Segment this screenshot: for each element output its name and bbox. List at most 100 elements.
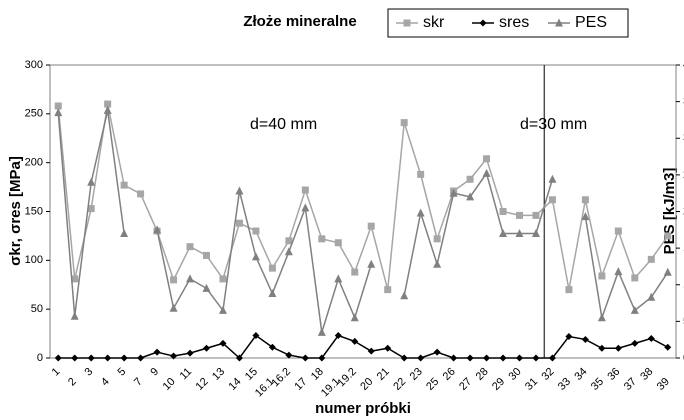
data-point <box>565 333 573 341</box>
data-point <box>87 205 95 213</box>
x-tick-label: 22 <box>391 376 408 393</box>
legend-label: skr <box>423 14 445 31</box>
legend-marker <box>403 19 411 27</box>
data-point <box>334 274 343 283</box>
data-point <box>202 283 211 292</box>
data-point <box>71 354 79 362</box>
data-point <box>384 286 392 294</box>
data-point <box>515 228 524 237</box>
data-point <box>516 211 523 219</box>
data-point <box>598 344 606 352</box>
x-tick-label: 13 <box>210 366 227 383</box>
y-tick-label: 0 <box>37 352 43 364</box>
data-point <box>235 219 243 227</box>
data-point <box>252 227 260 235</box>
data-point <box>548 354 556 362</box>
data-point <box>137 354 145 362</box>
data-point <box>532 354 540 362</box>
y-axis-label: σkr, σres [MPa] <box>7 156 24 266</box>
data-point <box>614 227 622 235</box>
data-point <box>186 243 194 251</box>
x-tick-label: 38 <box>638 366 655 383</box>
series-line <box>57 110 669 333</box>
data-point <box>630 305 639 314</box>
x-tick-label: 20 <box>358 376 375 393</box>
data-point <box>218 305 227 314</box>
x-tick-label: 12 <box>194 376 211 393</box>
data-point <box>186 274 195 283</box>
data-point <box>235 186 244 195</box>
x-tick-label: 18 <box>309 366 326 383</box>
x-tick-label: 32 <box>539 366 556 383</box>
x-tick-label: 27 <box>457 376 474 393</box>
data-point <box>137 190 145 198</box>
legend-marker <box>479 19 487 27</box>
data-point <box>466 192 475 201</box>
data-point <box>597 313 606 322</box>
data-point <box>647 334 655 342</box>
data-point <box>499 354 507 362</box>
data-point <box>614 267 623 276</box>
data-point <box>548 174 557 183</box>
data-point <box>104 354 112 362</box>
data-point <box>531 228 540 237</box>
data-point <box>416 208 425 217</box>
data-point <box>219 275 227 283</box>
data-point <box>449 188 458 197</box>
data-point <box>301 203 310 212</box>
data-point <box>433 348 441 356</box>
chart-title: Złoże mineralne <box>243 13 356 30</box>
data-point <box>433 235 441 243</box>
data-point <box>647 292 656 301</box>
data-point <box>499 228 508 237</box>
data-point <box>482 168 491 177</box>
legend-label: sres <box>499 14 529 31</box>
data-point <box>548 196 556 204</box>
x-tick-label: 33 <box>556 376 573 393</box>
data-point <box>433 259 442 268</box>
data-point <box>351 337 359 345</box>
data-point <box>170 352 178 360</box>
x-tick-label: 16.2 <box>269 366 293 390</box>
annotation: d=40 mm <box>250 116 317 133</box>
y-tick-label: 50 <box>31 303 43 315</box>
x-tick-label: 7 <box>132 376 145 389</box>
data-point <box>450 354 458 362</box>
data-point <box>581 335 589 343</box>
x-tick-label: 36 <box>605 366 622 383</box>
data-point <box>466 175 474 183</box>
data-point <box>54 108 63 117</box>
data-point <box>268 264 276 272</box>
data-point <box>70 311 79 320</box>
data-point <box>120 354 128 362</box>
x-tick-label: 21 <box>375 366 392 383</box>
x-tick-label: 9 <box>148 366 161 379</box>
data-point <box>351 268 359 276</box>
x-tick-label: 15 <box>243 366 260 383</box>
x-tick-label: 3 <box>83 366 96 379</box>
x-tick-label: 30 <box>507 366 524 383</box>
data-point <box>367 259 376 268</box>
data-point <box>251 252 260 261</box>
data-point <box>268 289 277 298</box>
x-tick-label: 29 <box>490 376 507 393</box>
data-point <box>203 344 210 352</box>
data-point <box>334 332 342 340</box>
data-point <box>203 251 210 259</box>
data-point <box>400 119 408 127</box>
data-point <box>483 354 491 362</box>
data-point <box>466 354 474 362</box>
x-tick-label: 19.2 <box>335 366 359 390</box>
data-point <box>367 347 375 355</box>
data-point <box>532 211 540 219</box>
data-point <box>384 344 392 352</box>
legend-marker <box>555 18 563 27</box>
legend-label: PES <box>575 14 607 31</box>
series-line <box>58 334 669 360</box>
x-tick-label: 35 <box>589 376 606 393</box>
legend-box <box>387 8 629 38</box>
data-point <box>350 313 359 322</box>
y-tick-label: 150 <box>25 205 43 217</box>
data-point <box>87 177 96 186</box>
